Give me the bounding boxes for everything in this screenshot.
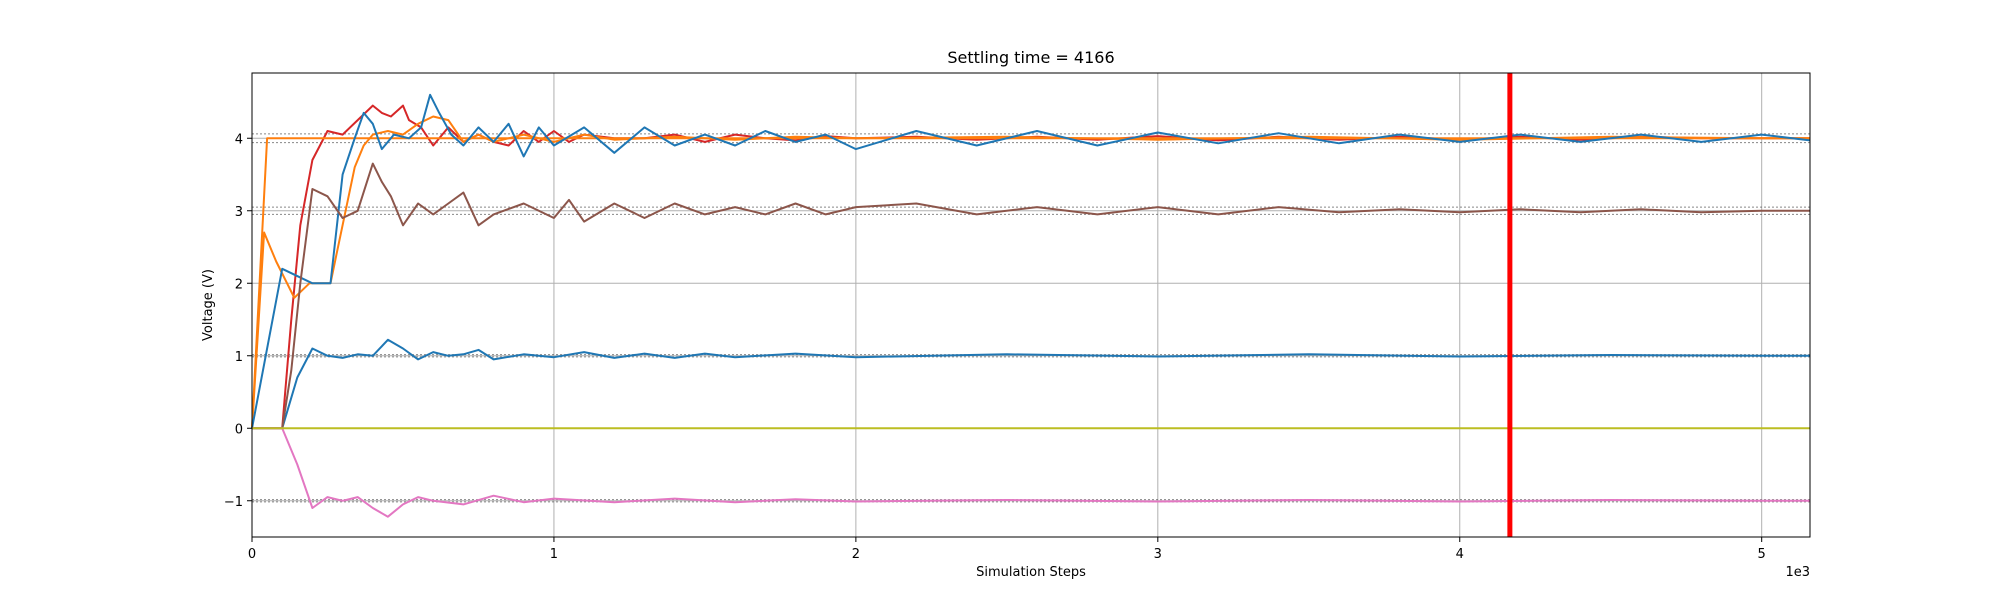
y-ticks: −1 0 1 2 3 4 — [224, 132, 252, 510]
series-layer — [251, 93, 1811, 518]
series-line-1 — [252, 104, 1810, 430]
x-tick-label: 2 — [852, 547, 860, 562]
series-line-5 — [252, 338, 1810, 430]
x-tick-label: 0 — [248, 547, 256, 562]
series-line-4 — [251, 93, 1811, 429]
tolerance-bands — [252, 133, 1810, 503]
x-tick-label: 5 — [1758, 547, 1766, 562]
x-tick-label: 4 — [1456, 547, 1464, 562]
y-tick-label: −1 — [224, 495, 243, 510]
x-tick-label: 1 — [550, 547, 558, 562]
y-tick-label: 4 — [235, 132, 243, 147]
y-tick-label: 2 — [235, 277, 243, 292]
chart-title: Settling time = 4166 — [947, 48, 1114, 67]
y-tick-label: 3 — [235, 205, 243, 220]
series-line-7 — [252, 427, 1810, 518]
plot-frame — [251, 72, 1811, 538]
series-line-3 — [251, 137, 1810, 429]
x-axis-label: Simulation Steps — [976, 565, 1086, 580]
y-tick-label: 0 — [235, 422, 243, 437]
x-tick-label: 3 — [1154, 547, 1162, 562]
series-line-6 — [252, 162, 1810, 430]
y-tick-label: 1 — [235, 350, 243, 365]
series-line-2 — [251, 115, 1810, 429]
y-axis-label: Voltage (V) — [201, 269, 216, 341]
x-ticks: 0 1 2 3 4 5 — [248, 537, 1766, 562]
x-axis-offset-label: 1e3 — [1785, 565, 1810, 580]
